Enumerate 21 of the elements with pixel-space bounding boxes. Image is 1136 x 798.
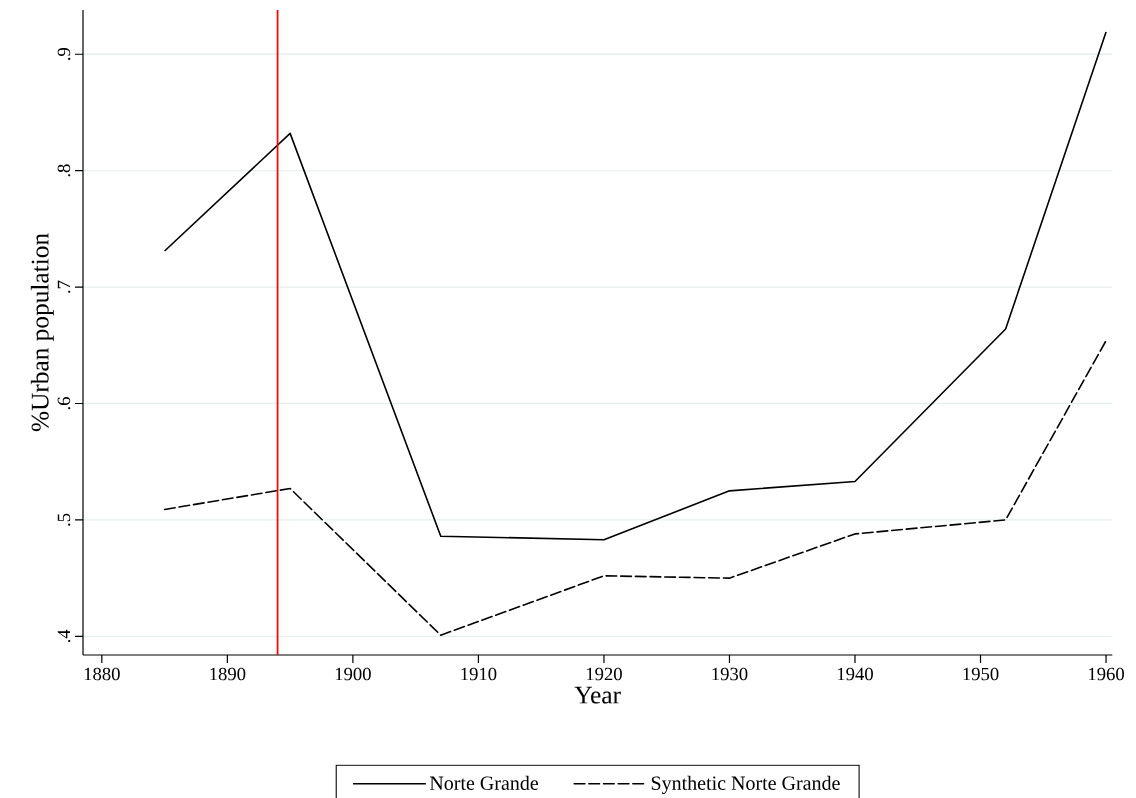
x-tick-label: 1960: [1089, 667, 1124, 681]
y-tick-label: .9: [57, 47, 71, 60]
legend-label: Synthetic Norte Grande: [651, 775, 840, 795]
x-tick-label: 1950: [963, 667, 999, 681]
x-tick-label: 1940: [837, 667, 873, 681]
x-tick-label: 1910: [461, 667, 497, 681]
x-axis-title: Year: [574, 686, 621, 704]
y-tick-label: .6: [57, 397, 71, 410]
legend-label: Norte Grande: [429, 775, 538, 790]
line-series: [163, 339, 1107, 636]
x-tick-label: 1890: [210, 667, 246, 681]
x-tick-label: 1930: [712, 667, 748, 681]
line-series: [163, 31, 1107, 541]
y-tick-label: .7: [57, 280, 71, 293]
y-tick-label: .5: [57, 513, 71, 526]
y-tick-label: .4: [57, 629, 71, 643]
x-tick-label: 1880: [84, 667, 120, 681]
y-tick-label: .8: [57, 164, 71, 177]
x-tick-label: 1920: [586, 667, 622, 681]
y-axis-title: %Urban population: [30, 233, 54, 432]
x-tick-label: 1900: [335, 667, 371, 681]
